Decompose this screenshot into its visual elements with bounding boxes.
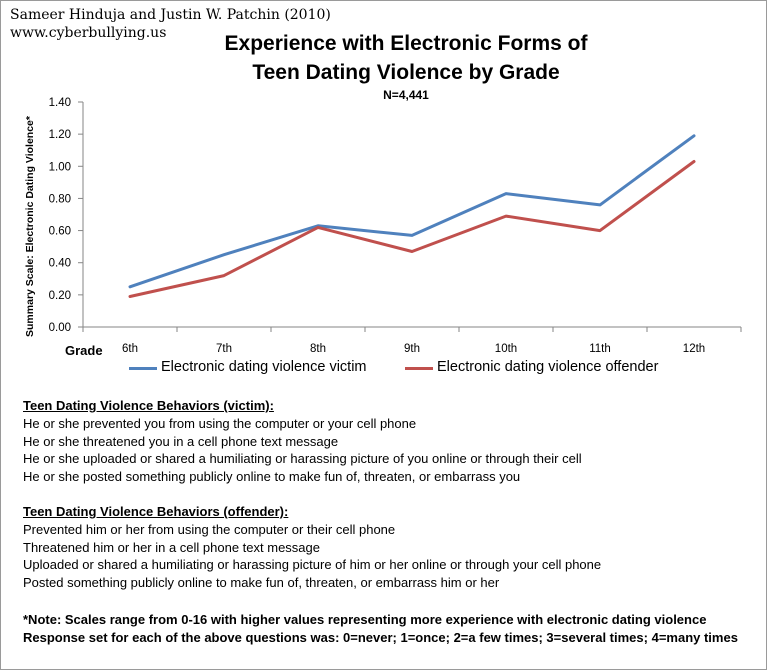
y-axis-label: Summary Scale: Electronic Dating Violenc… xyxy=(24,115,36,337)
credit-author: Sameer Hinduja and Justin W. Patchin (20… xyxy=(10,7,331,23)
y-tick-label: 1.40 xyxy=(49,97,71,109)
scale-note-line-1: *Note: Scales range from 0-16 with highe… xyxy=(23,612,707,627)
chart-title: Experience with Electronic Forms of Teen… xyxy=(181,29,631,87)
x-tick-label: 10th xyxy=(495,343,517,355)
chart-title-line-1: Experience with Electronic Forms of xyxy=(224,32,588,55)
victim-behavior-item: He or she posted something publicly onli… xyxy=(23,469,521,485)
legend-swatch-offender xyxy=(405,367,433,370)
x-tick-label: 11th xyxy=(589,343,611,355)
x-axis-label: Grade xyxy=(65,343,103,358)
victim-behavior-item: He or she threatened you in a cell phone… xyxy=(23,433,339,449)
victim-behavior-item: He or she prevented you from using the c… xyxy=(23,415,417,431)
x-tick-label: 12th xyxy=(683,343,705,355)
x-tick-label: 9th xyxy=(404,343,420,355)
scale-note-line-2: Response set for each of the above quest… xyxy=(23,630,738,645)
offender-behavior-item: Threatened him or her in a cell phone te… xyxy=(23,539,321,555)
victim-behaviors-heading: Teen Dating Violence Behaviors (victim): xyxy=(23,398,274,413)
y-tick-label: 1.20 xyxy=(49,129,71,141)
scale-note: *Note: Scales range from 0-16 with highe… xyxy=(23,611,738,647)
x-tick-label: 7th xyxy=(216,343,232,355)
y-tick-label: 0.80 xyxy=(49,193,71,205)
y-tick-label: 0.40 xyxy=(49,258,71,270)
offender-behaviors-heading: Teen Dating Violence Behaviors (offender… xyxy=(23,504,289,519)
offender-behavior-item: Posted something publicly online to make… xyxy=(23,575,500,591)
victim-behavior-item: He or she uploaded or shared a humiliati… xyxy=(23,451,582,467)
y-tick-label: 0.00 xyxy=(49,322,71,334)
x-tick-label: 8th xyxy=(310,343,326,355)
y-tick-label: 1.00 xyxy=(49,161,71,173)
legend-swatch-victim xyxy=(129,367,157,370)
line-chart: 0.00 0.20 0.40 0.60 0.80 1.00 1.20 1.40 6th 7th 8t… xyxy=(24,97,742,358)
y-tick-label: 0.60 xyxy=(49,226,71,238)
legend-label-offender: Electronic dating violence offender xyxy=(437,359,659,375)
series-line-offender xyxy=(128,160,696,298)
offender-behavior-item: Prevented him or her from using the comp… xyxy=(23,521,396,537)
victim-behaviors: Teen Dating Violence Behaviors (victim):… xyxy=(23,397,582,486)
offender-behaviors: Teen Dating Violence Behaviors (offender… xyxy=(23,503,601,592)
offender-behavior-item: Uploaded or shared a humiliating or hara… xyxy=(23,557,602,573)
legend-label-victim: Electronic dating violence victim xyxy=(161,359,367,375)
x-tick-label: 6th xyxy=(122,343,138,355)
series-line-victim xyxy=(128,134,696,289)
chart-title-line-2: Teen Dating Violence by Grade xyxy=(252,61,560,84)
y-tick-label: 0.20 xyxy=(49,290,71,302)
credit-site: www.cyberbullying.us xyxy=(10,25,167,41)
chart-subtitle: N=4,441 xyxy=(383,88,429,102)
